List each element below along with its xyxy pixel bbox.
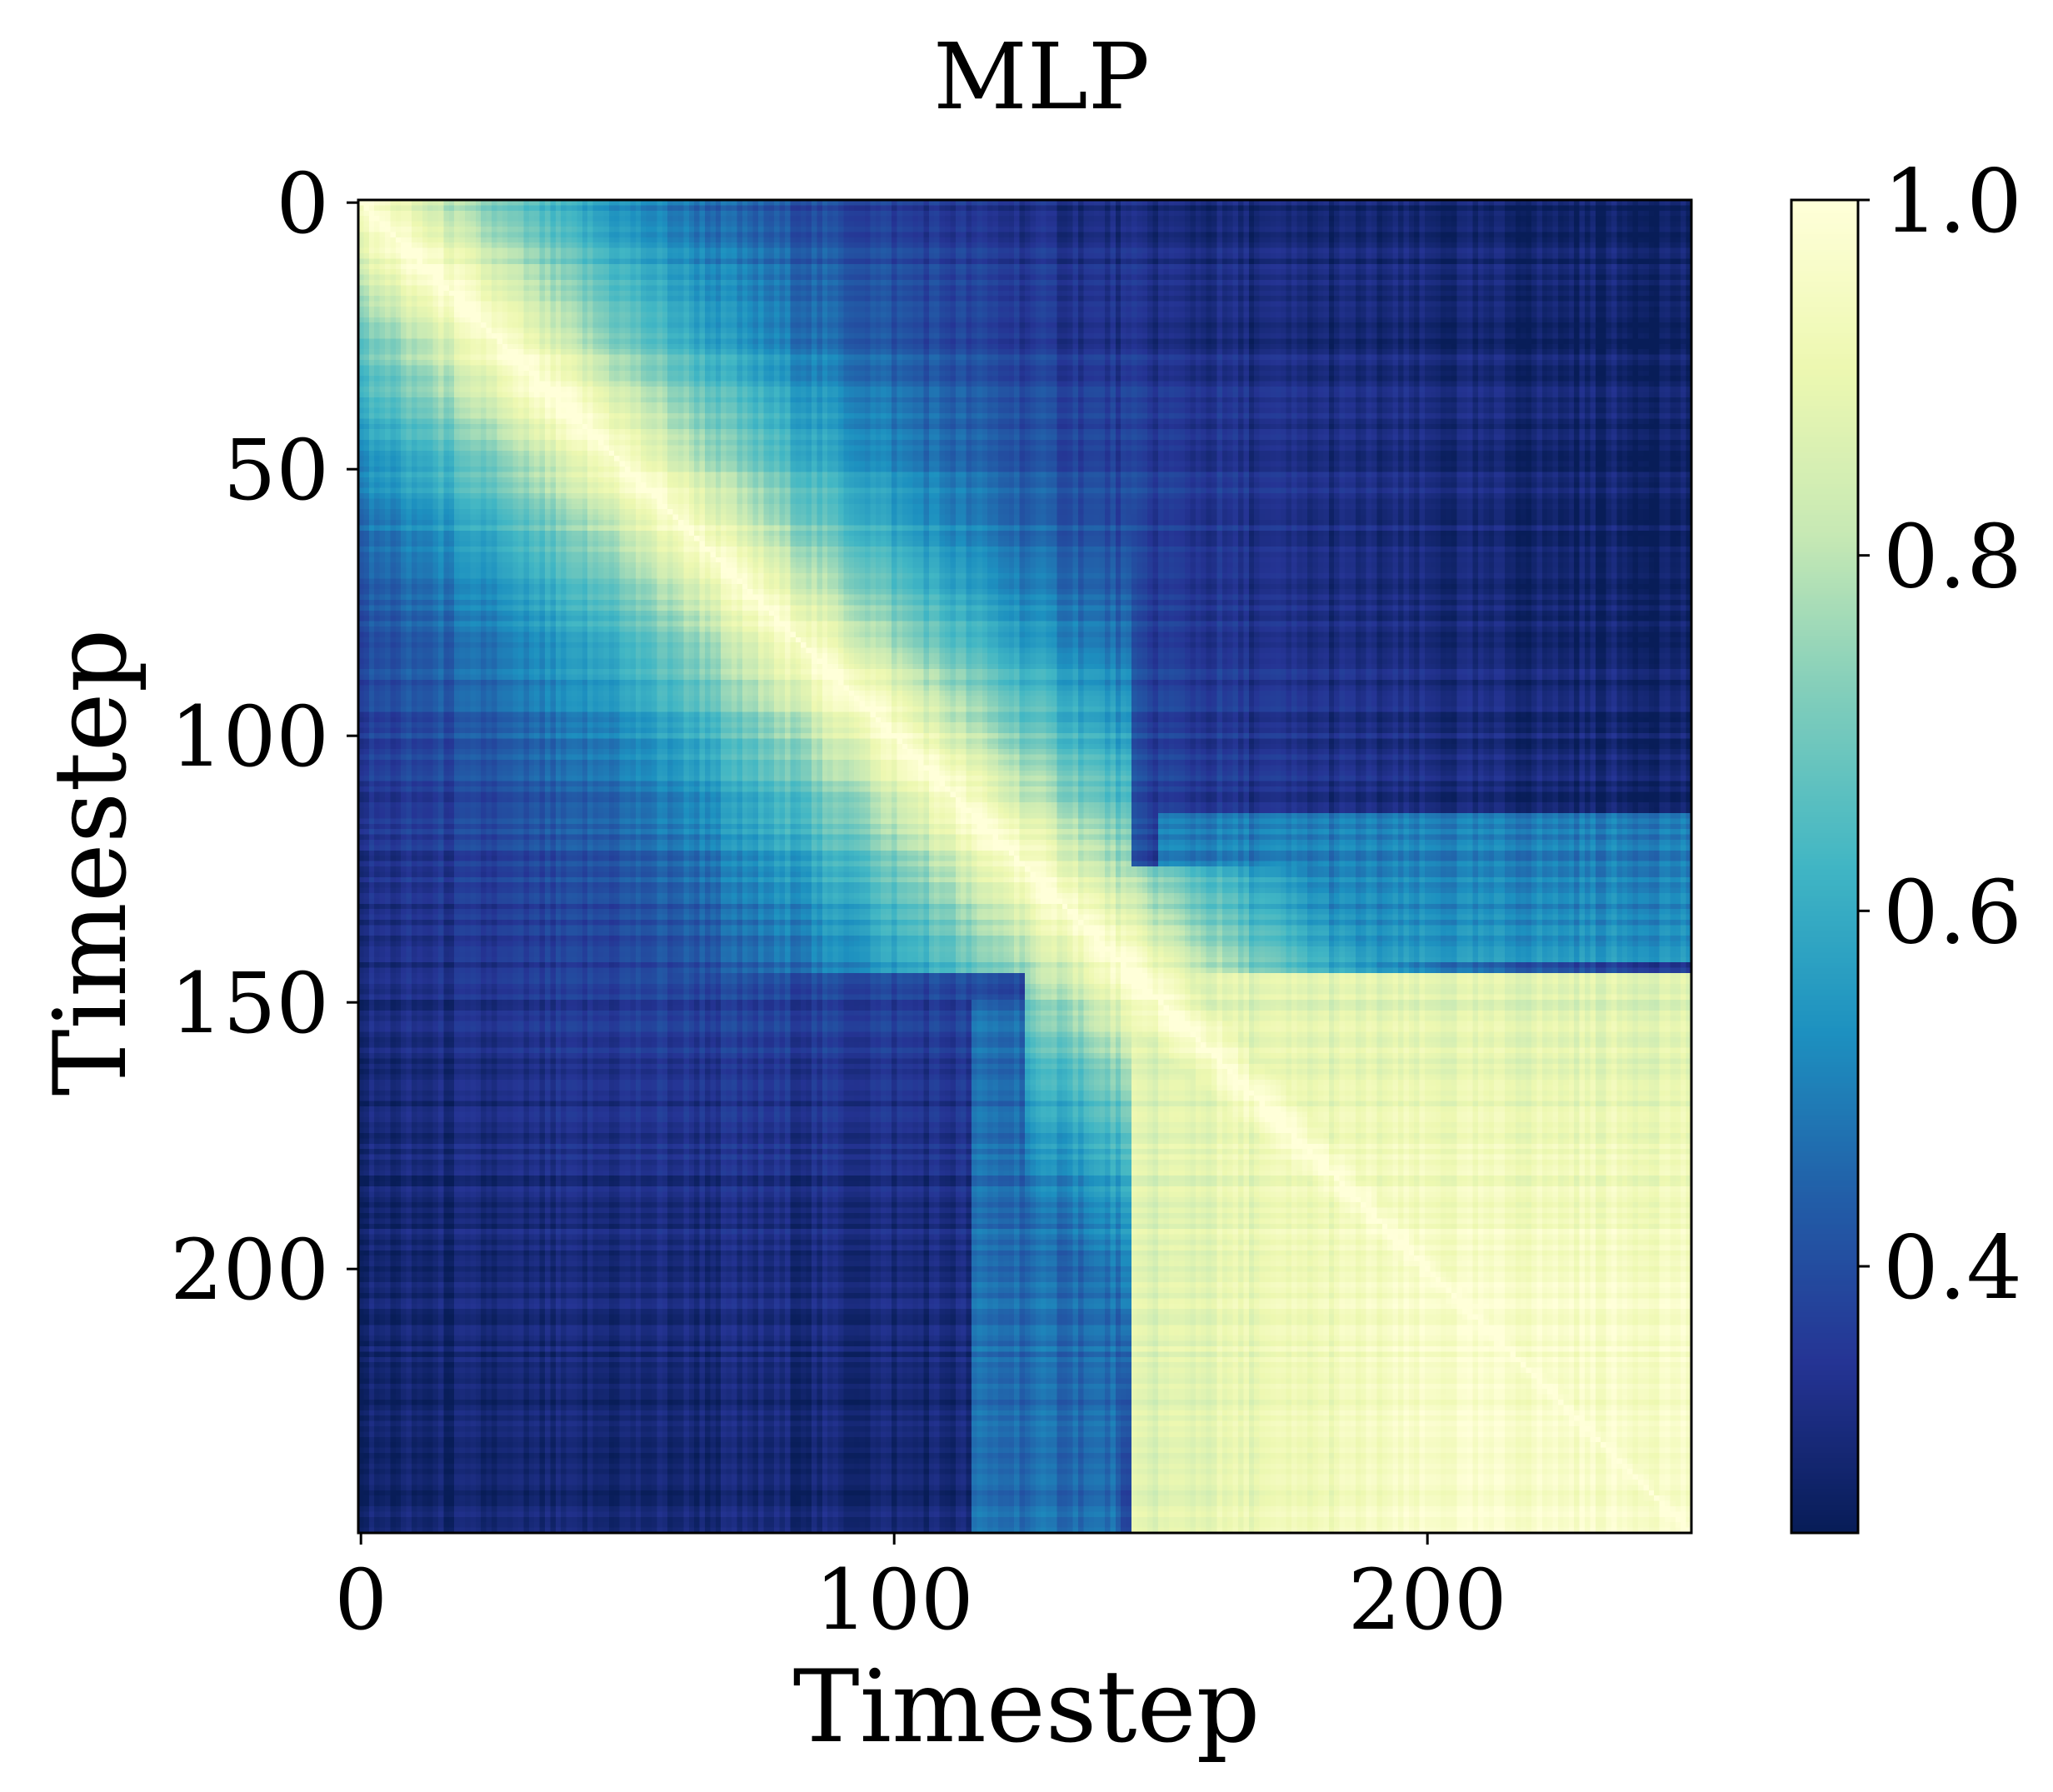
colorbar-gradient xyxy=(1791,200,1858,1533)
x-axis-label: Timestep xyxy=(793,1650,1261,1765)
plot-frame xyxy=(357,198,1693,1535)
x-axis: 0 100 200 xyxy=(334,1533,1507,1649)
colorbar-tick-label: 0.4 xyxy=(1883,1217,2022,1319)
y-tick-label: 200 xyxy=(170,1221,329,1319)
colorbar-tick-label: 0.8 xyxy=(1883,507,2022,608)
y-axis-label: Timestep xyxy=(33,629,149,1096)
colorbar-tick-label: 1.0 xyxy=(1883,151,2022,252)
y-tick-label: 100 xyxy=(170,688,329,786)
chart-title: MLP xyxy=(933,23,1150,130)
x-tick-label: 100 xyxy=(815,1551,974,1649)
colorbar: 0.4 0.6 0.8 1.0 xyxy=(1790,151,2022,1535)
heatmap xyxy=(357,198,1693,1535)
x-tick-label: 200 xyxy=(1348,1551,1507,1649)
y-axis: 0 50 100 150 200 xyxy=(170,155,358,1319)
y-tick-label: 0 xyxy=(276,155,329,252)
heatmap-image xyxy=(358,200,1691,1533)
y-tick-label: 150 xyxy=(170,955,329,1052)
colorbar-tick-label: 0.6 xyxy=(1883,861,2022,963)
x-tick-label: 0 xyxy=(334,1551,387,1649)
y-tick-label: 50 xyxy=(223,422,329,519)
colorbar-frame xyxy=(1790,198,1860,1535)
